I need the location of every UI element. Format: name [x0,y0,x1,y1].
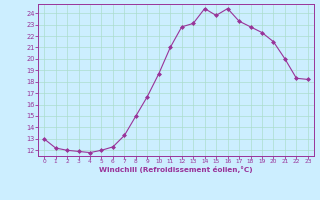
X-axis label: Windchill (Refroidissement éolien,°C): Windchill (Refroidissement éolien,°C) [99,166,253,173]
